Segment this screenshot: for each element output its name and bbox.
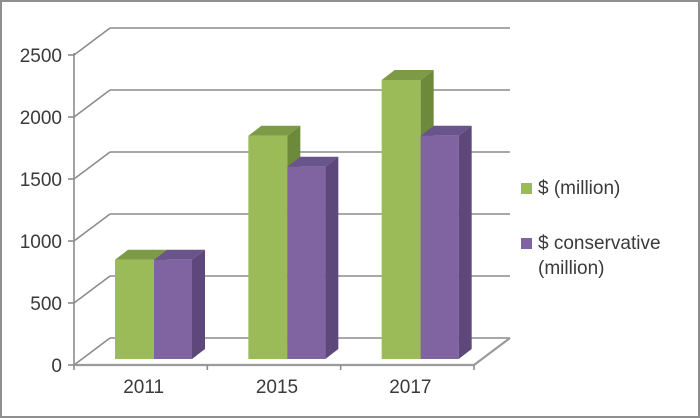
y-tick-label: 500 [30, 294, 62, 315]
bar-top-2015-s1 [248, 125, 301, 136]
bar-front-2015-s1 [248, 135, 288, 359]
x-category-label: 2011 [123, 377, 164, 398]
bar-front-2011-s2 [154, 259, 192, 359]
bar-side-2011-s2 [192, 249, 205, 359]
floor-right-edge [473, 337, 511, 366]
y-tick-label: 2500 [20, 46, 62, 67]
legend-item-series1: $ (million) [521, 176, 677, 201]
legend-swatch-purple [521, 238, 532, 249]
gridline-depth-segment [73, 275, 111, 304]
chart-legend: $ (million) $ conservative (million) [521, 176, 677, 281]
bar-side-2017-s2 [458, 125, 472, 359]
x-category-label: 2017 [389, 377, 431, 398]
bar-front-2011-s1 [115, 259, 154, 359]
bar-front-2017-s2 [420, 135, 459, 359]
y-tick-label: 0 [51, 356, 62, 377]
bar-top-2015-s2 [287, 156, 339, 167]
gridline-depth-segment [73, 151, 111, 180]
gridline-depth-segment [73, 337, 111, 366]
bar-front-2015-s2 [287, 166, 326, 359]
bar-top-2017-s2 [420, 125, 472, 136]
legend-swatch-green [521, 183, 532, 194]
bar-top-2017-s1 [381, 70, 434, 80]
y-tick-label: 1500 [20, 170, 62, 191]
gridline-depth-segment [73, 89, 111, 118]
bar-front-2017-s1 [381, 80, 421, 359]
bar-side-2015-s2 [325, 156, 339, 359]
y-tick-label: 2000 [20, 108, 62, 129]
bar-top-2011-s2 [154, 249, 205, 260]
legend-label-series1: $ (million) [538, 178, 621, 199]
x-category-label: 2015 [256, 377, 298, 398]
bar-top-2011-s1 [115, 249, 167, 260]
legend-item-series2: $ conservative (million) [521, 231, 677, 281]
gridline-depth-segment [73, 213, 111, 242]
gridline-depth-segment [73, 27, 111, 56]
legend-label-series2: $ conservative (million) [538, 233, 661, 279]
y-tick-label: 1000 [20, 232, 62, 253]
